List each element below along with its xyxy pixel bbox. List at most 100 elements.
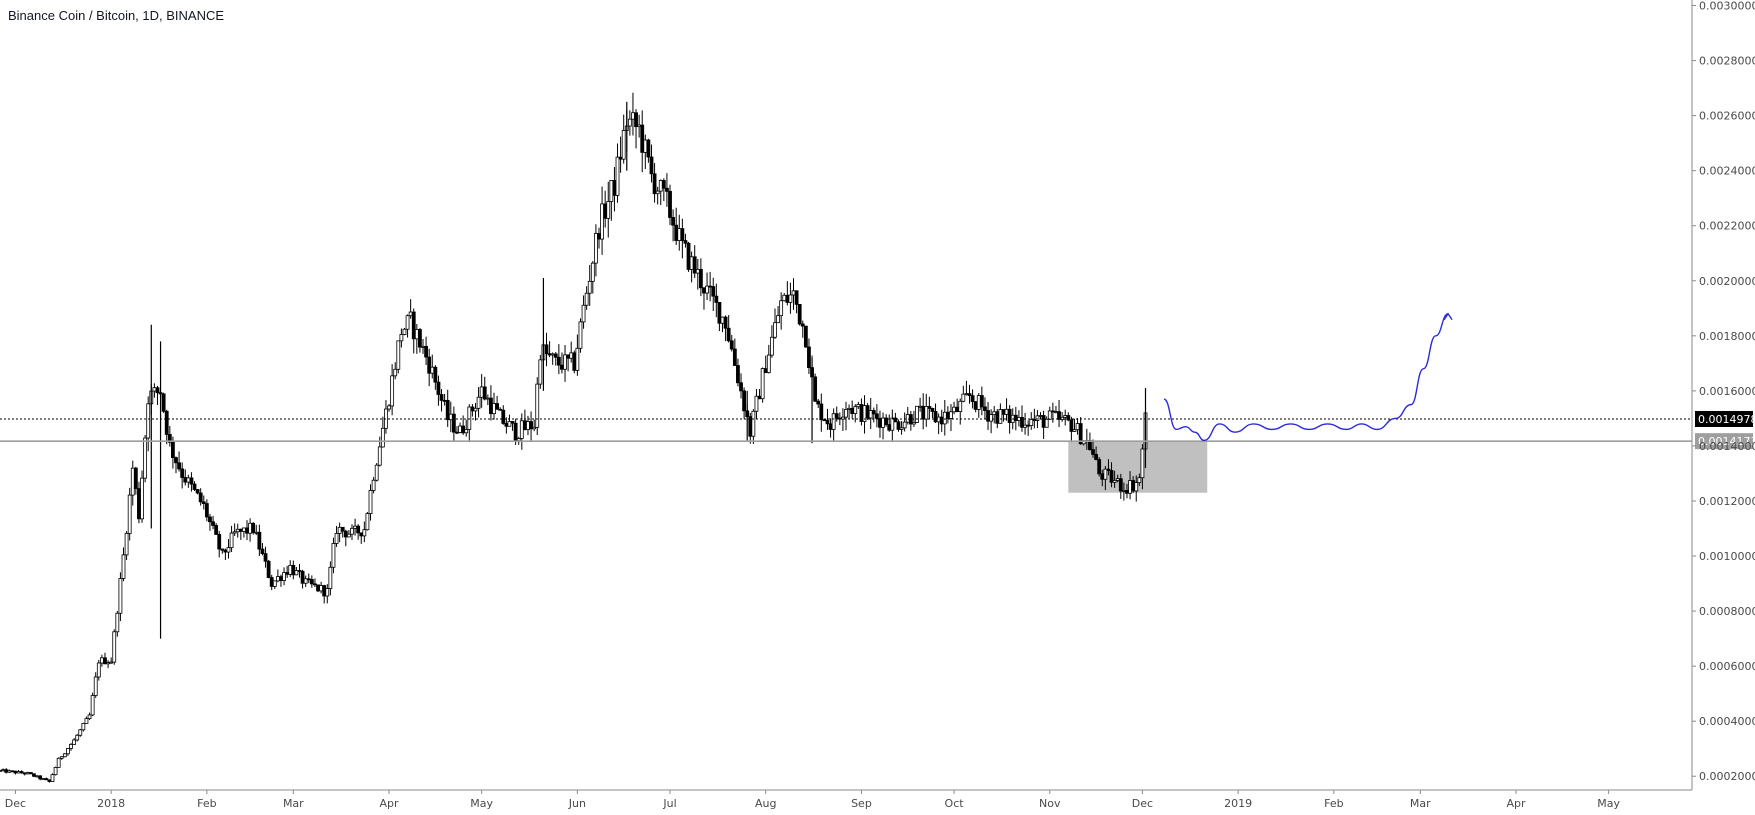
candle-body: [473, 407, 478, 412]
candle-body: [1054, 411, 1058, 414]
candle-body: [763, 368, 768, 374]
candle-body: [346, 533, 351, 538]
candle-body: [32, 773, 36, 777]
x-tick-label: Dec: [5, 797, 26, 810]
candle-body: [66, 748, 70, 755]
candle-body: [674, 224, 679, 241]
candle-body: [1118, 478, 1123, 492]
y-tick-label: 0.0010000: [1699, 550, 1755, 563]
candle-body: [556, 356, 561, 366]
candle-body: [800, 323, 805, 327]
x-tick-label: Nov: [1039, 797, 1061, 810]
x-tick-label: Mar: [1410, 797, 1431, 810]
x-tick-label: Apr: [1506, 797, 1526, 810]
candle-body: [779, 300, 784, 317]
candle-body: [84, 718, 89, 724]
candle-body: [828, 423, 833, 430]
candle-body: [331, 543, 336, 568]
candle-body: [816, 400, 821, 405]
candle-body: [1088, 440, 1092, 451]
candle-body: [649, 156, 654, 175]
candle-body: [702, 287, 706, 294]
candle-body: [522, 420, 527, 430]
candle-body: [1044, 418, 1049, 428]
candle-body: [180, 468, 185, 478]
candle-body: [1060, 416, 1065, 420]
candle-body: [174, 457, 178, 464]
candle-body: [470, 406, 475, 412]
candle-body: [325, 588, 330, 597]
candle-body: [686, 242, 691, 270]
candle-body: [942, 411, 947, 425]
candle-body: [847, 407, 851, 410]
price-tag: [1695, 411, 1753, 428]
candle-body: [705, 285, 709, 294]
candle-body: [118, 578, 123, 614]
candle-body: [868, 410, 873, 419]
candle-body: [893, 417, 898, 423]
candle-body: [35, 775, 39, 778]
candle-body: [371, 479, 376, 491]
candle-body: [529, 421, 533, 430]
candle-body: [597, 233, 601, 240]
candle-body: [986, 410, 990, 422]
candle-body: [41, 778, 46, 781]
candle-body: [553, 353, 558, 358]
candle-body: [532, 426, 537, 430]
candle-body: [572, 352, 577, 371]
x-tick-label: Apr: [380, 797, 400, 810]
x-tick-label: Feb: [1324, 797, 1343, 810]
candle-body: [930, 408, 935, 412]
x-tick-label: Jun: [568, 797, 586, 810]
candle-body: [121, 554, 126, 579]
price-tag: [1695, 433, 1753, 450]
candle-body: [566, 354, 571, 359]
candle-body: [285, 572, 290, 575]
candle-body: [949, 411, 953, 419]
horizontal-lines-layer: 0.0014978 0.0014173: [0, 411, 1755, 450]
candle-body: [242, 527, 246, 532]
candle-body: [1020, 416, 1024, 428]
candle-body: [479, 386, 484, 398]
candle-body: [69, 743, 73, 749]
candle-body: [825, 420, 830, 425]
candle-body: [844, 409, 848, 418]
candle-body: [973, 401, 978, 410]
candle-body: [482, 386, 487, 400]
candle-body: [38, 775, 43, 780]
candle-body: [717, 301, 722, 324]
candle-body: [353, 525, 357, 529]
candle-body: [813, 376, 818, 402]
candle-body: [72, 739, 77, 745]
candle-body: [365, 513, 370, 531]
candle-body: [356, 525, 361, 534]
candle-body: [433, 366, 438, 383]
candle-body: [328, 566, 333, 589]
candle-body: [458, 425, 462, 433]
candle-body: [652, 173, 657, 195]
candle-body: [658, 180, 663, 192]
candle-body: [146, 403, 151, 439]
candle-body: [720, 316, 725, 324]
candle-body: [708, 285, 713, 288]
candle-body: [976, 395, 981, 410]
candle-body: [316, 584, 320, 592]
candle-body: [640, 124, 645, 153]
candle-body: [983, 406, 987, 411]
candle-body: [498, 408, 503, 411]
candle-body: [714, 295, 719, 303]
candle-body: [1097, 459, 1102, 475]
candle-body: [223, 549, 228, 553]
candle-body: [865, 405, 870, 419]
candle-body: [748, 416, 753, 437]
candle-body: [1035, 415, 1040, 421]
candle-body: [362, 529, 367, 537]
candle-body: [257, 531, 262, 550]
candle-body: [152, 387, 157, 392]
candle-body: [186, 477, 191, 483]
candle-body: [569, 352, 574, 359]
price-tag-label: 0.0014173: [1698, 435, 1755, 448]
candle-body: [90, 695, 95, 716]
candle-body: [550, 353, 555, 356]
